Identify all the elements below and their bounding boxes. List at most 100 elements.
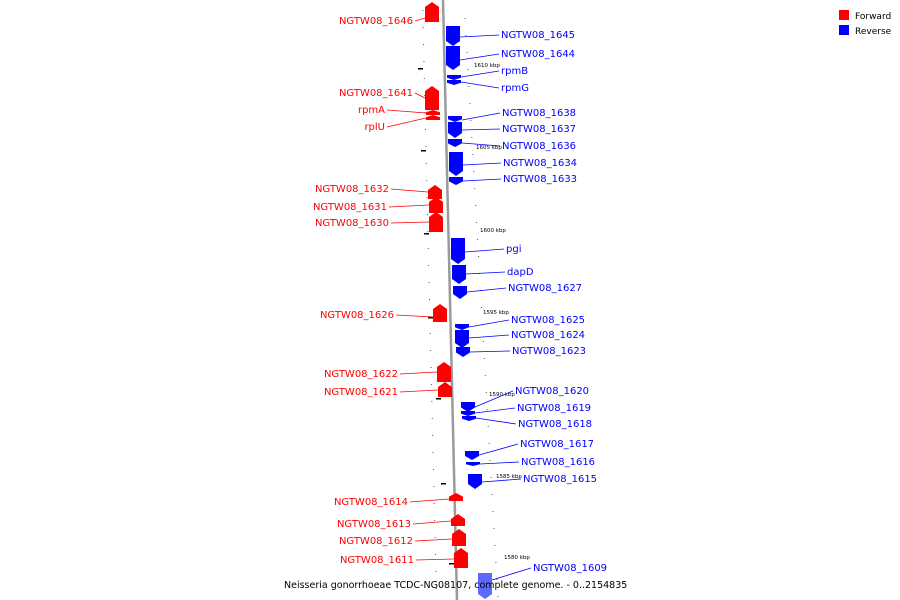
ruler-dot-right (486, 409, 488, 410)
reverse-gene-ngtw08-1634[interactable] (449, 152, 463, 176)
reverse-gene-ngtw08-1633[interactable] (449, 177, 463, 185)
ruler-dot-right (494, 545, 496, 546)
reverse-gene-label: dapD (507, 267, 534, 278)
ruler-dot-right (489, 460, 491, 461)
ruler-dot-right (471, 137, 473, 138)
reverse-gene-ngtw08-1627[interactable] (453, 286, 467, 299)
ruler-dot-left (424, 95, 426, 96)
ruler-dot-right (492, 511, 494, 512)
ruler-dot-left (426, 214, 428, 215)
ruler-dot-right (484, 375, 486, 376)
forward-gene-rplu[interactable] (426, 115, 440, 120)
ruler-dot-right (464, 18, 466, 19)
tick-label: 1605 kbp (476, 145, 502, 151)
ruler-dot-left (428, 282, 430, 283)
ruler-dot-left (427, 231, 429, 232)
reverse-gene-ngtw08-1617[interactable] (465, 451, 479, 460)
reverse-gene-ngtw08-1623[interactable] (456, 347, 470, 357)
forward-gene-ngtw08-1613[interactable] (451, 514, 465, 526)
ruler-dot-left (428, 265, 430, 266)
reverse-gene-rpmg[interactable] (447, 80, 461, 85)
ruler-dot-left (423, 61, 425, 62)
reverse-gene-ngtw08-1619[interactable] (461, 411, 475, 416)
ruler-dot-right (480, 307, 482, 308)
reverse-genes: NGTW08_1645 NGTW08_1644 rpmB rpmG NGTW08_163… (446, 26, 607, 599)
reverse-gene-label: NGTW08_1623 (512, 346, 586, 357)
reverse-gene-leader (468, 319, 510, 328)
reverse-gene-rpmb[interactable] (447, 75, 461, 80)
reverse-gene-ngtw08-1638[interactable] (448, 116, 462, 122)
reverse-gene-leader (466, 287, 507, 293)
reverse-gene-label: NGTW08_1617 (520, 439, 594, 450)
reverse-gene-label: NGTW08_1637 (502, 124, 576, 135)
tick-label: 1585 kbp (496, 474, 522, 480)
ruler-dot-left (424, 112, 426, 113)
forward-gene-ngtw08-1632[interactable] (428, 185, 442, 199)
ruler-dot-right (473, 171, 475, 172)
ruler-dot-left (431, 401, 433, 402)
ruler-dot-right (465, 35, 467, 36)
legend-forward-swatch (839, 10, 849, 20)
genome-backbone (441, 0, 459, 600)
reverse-gene-leader (474, 390, 514, 408)
reverse-gene-ngtw08-1609[interactable] (478, 573, 492, 599)
ruler-dot-right (482, 341, 484, 342)
forward-gene-ngtw08-1614[interactable] (449, 493, 463, 501)
reverse-gene-ngtw08-1645[interactable] (446, 26, 460, 46)
ruler-dot-right (483, 358, 485, 359)
reverse-gene-ngtw08-1616[interactable] (466, 462, 480, 466)
ruler-dot-left (422, 27, 424, 28)
reverse-gene-label: NGTW08_1636 (502, 141, 576, 152)
forward-gene-ngtw08-1626[interactable] (433, 304, 447, 322)
reverse-gene-leader (465, 271, 506, 275)
forward-gene-label: NGTW08_1613 (337, 519, 411, 530)
ruler-dot-left (432, 452, 434, 453)
reverse-gene-ngtw08-1620[interactable] (461, 402, 475, 412)
ruler-dot-left (428, 299, 430, 300)
ruler-dot-right (493, 528, 495, 529)
forward-gene-label: NGTW08_1631 (313, 202, 387, 213)
ruler-dot-left (425, 129, 427, 130)
forward-gene-ngtw08-1611[interactable] (454, 548, 468, 568)
ruler-dot-right (468, 86, 470, 87)
forward-gene-ngtw08-1612[interactable] (452, 529, 466, 546)
reverse-gene-ngtw08-1618[interactable] (462, 416, 476, 421)
genome-caption: Neisseria gonorrhoeae TCDC-NG08107, comp… (284, 580, 627, 591)
forward-gene-label: rpmA (358, 105, 385, 116)
forward-gene-leader (414, 538, 453, 542)
ruler-dot-left (430, 350, 432, 351)
ruler-dot-left (429, 333, 431, 334)
forward-gene-rpma[interactable] (426, 110, 440, 115)
reverse-gene-dapd[interactable] (452, 265, 466, 284)
reverse-gene-ngtw08-1624[interactable] (455, 330, 469, 348)
reverse-gene-label: NGTW08_1616 (521, 457, 595, 468)
ruler-dot-right (478, 256, 480, 257)
forward-gene-leader (399, 371, 438, 375)
forward-gene-ngtw08-1621[interactable] (438, 382, 452, 397)
reverse-gene-ngtw08-1637[interactable] (448, 122, 462, 138)
forward-gene-leader (409, 498, 450, 503)
forward-gene-ngtw08-1631[interactable] (429, 197, 443, 213)
ruler-dot-right (490, 477, 492, 478)
reverse-gene-ngtw08-1644[interactable] (446, 46, 460, 70)
reverse-gene-leader (475, 417, 517, 425)
ruler-dot-right (474, 188, 476, 189)
forward-gene-label: NGTW08_1646 (339, 16, 413, 27)
ruler-dot-left (431, 418, 433, 419)
forward-gene-ngtw08-1641[interactable] (425, 86, 439, 110)
forward-gene-ngtw08-1622[interactable] (437, 362, 451, 382)
reverse-gene-pgi[interactable] (451, 238, 465, 264)
reverse-gene-ngtw08-1625[interactable] (455, 324, 469, 330)
ruler-dot-right (472, 154, 474, 155)
reverse-gene-leader (459, 53, 500, 61)
forward-gene-label: NGTW08_1622 (324, 369, 398, 380)
tick-mark (449, 563, 454, 565)
forward-gene-ngtw08-1646[interactable] (425, 2, 439, 22)
forward-gene-ngtw08-1630[interactable] (429, 212, 443, 232)
reverse-gene-label: NGTW08_1634 (503, 158, 577, 169)
reverse-gene-ngtw08-1636[interactable] (448, 139, 462, 147)
ruler-dot-left (430, 384, 432, 385)
reverse-gene-leader (481, 478, 522, 483)
reverse-gene-ngtw08-1615[interactable] (468, 474, 482, 489)
